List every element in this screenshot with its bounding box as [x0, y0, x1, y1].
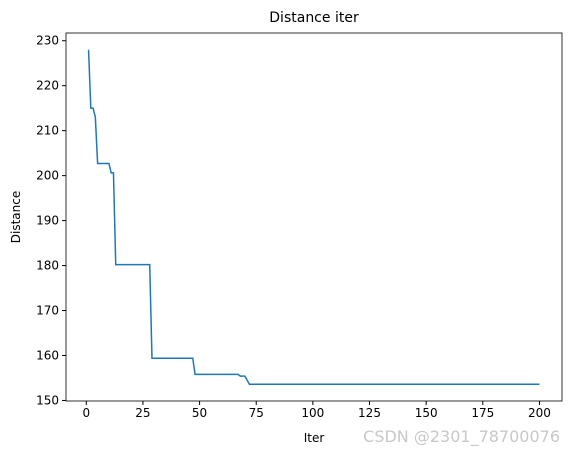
y-tick-label: 200 — [36, 169, 59, 183]
watermark: CSDN @2301_78700076 — [363, 427, 560, 447]
x-tick-label: 175 — [471, 406, 494, 420]
y-tick-label: 150 — [36, 393, 59, 407]
x-tick-label: 25 — [135, 406, 150, 420]
y-tick-label: 170 — [36, 304, 59, 318]
plot-frame — [65, 32, 563, 402]
x-axis-label: Iter — [304, 431, 325, 445]
y-tick-label: 160 — [36, 348, 59, 362]
x-tick-label: 125 — [358, 406, 381, 420]
y-tick-label: 210 — [36, 124, 59, 138]
y-tick-label: 180 — [36, 259, 59, 273]
chart-title: Distance iter — [269, 10, 359, 26]
line — [87, 49, 540, 386]
y-tick-label: 230 — [36, 34, 59, 48]
x-tick-label: 150 — [415, 406, 438, 420]
x-tick-label: 0 — [82, 406, 90, 420]
y-axis-label: Distance — [9, 191, 23, 243]
y-tick-label: 190 — [36, 214, 59, 228]
y-tick-label: 220 — [36, 79, 59, 93]
x-tick-label: 100 — [301, 406, 324, 420]
x-tick-label: 75 — [249, 406, 264, 420]
x-tick-label: 50 — [192, 406, 207, 420]
x-tick-label: 200 — [528, 406, 551, 420]
